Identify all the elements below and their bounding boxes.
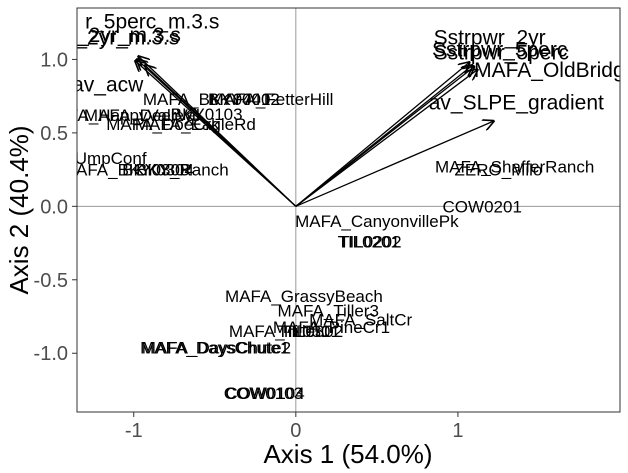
x-axis-label: Axis 1 (54.0%)	[263, 439, 432, 469]
vector-arrow	[295, 121, 494, 207]
vector-arrow	[295, 70, 478, 207]
plot-panel-border	[76, 7, 621, 413]
vector-label: MAFA_OldBridge	[474, 59, 628, 82]
vector-label: r_5perc_m.3.s	[85, 11, 219, 34]
vector-label: _2yr_m.3.s	[76, 24, 181, 47]
point-label: ZERO_Milo	[455, 161, 543, 180]
point-label: MAFA_DeerVal	[84, 106, 200, 125]
y-axis-ticks: -1.0 -0.5 0.0 0.5 1.0	[34, 49, 77, 365]
point-label: RO_UmpConf	[40, 149, 147, 168]
point-label: COW0103	[224, 384, 303, 403]
point-label: BKY_Ranch	[136, 161, 229, 180]
vector-label: av_SLPE_gradient	[429, 91, 604, 114]
point-label: BKY0103	[171, 105, 243, 124]
point-label: BKY0304	[122, 161, 194, 180]
point-label: MAFA_Tiller3	[278, 302, 379, 321]
vector-label: _2yr_m.3.s	[74, 27, 179, 50]
y-tick-label: -1.0	[34, 343, 68, 365]
vector-arrow	[295, 62, 469, 207]
y-tick-label: 1.0	[40, 49, 68, 71]
point-label: TIL0302	[281, 322, 343, 341]
y-tick-label: 0.5	[40, 123, 68, 145]
vector-arrow	[145, 65, 297, 207]
x-tick-label: 0	[290, 420, 301, 442]
point-label: MAFA_DaysChute1	[140, 338, 289, 357]
y-tick-label: -0.5	[34, 270, 68, 292]
point-label: MAFA_BKY0303	[62, 161, 190, 180]
vector-label: Sstrpwr_2yr	[434, 27, 546, 50]
x-axis-ticks: -1 0 1	[125, 412, 463, 442]
vector-label: av_acw	[72, 74, 144, 97]
point-label: MAFA_SaltCr	[309, 310, 412, 329]
point-label: MAFA_PineCr1	[273, 318, 390, 337]
point-label: MAFA_EagleRd	[135, 115, 256, 134]
point-label: MAFA_Tiller1	[229, 322, 330, 341]
x-tick-label: 1	[452, 420, 463, 442]
point-label: TIL0201	[338, 233, 400, 252]
vector-arrow	[295, 67, 474, 207]
point-label: MAFA_HappyValley	[43, 106, 193, 125]
x-tick-label: -1	[125, 420, 143, 442]
point-label: BKY0402	[208, 90, 280, 109]
y-tick-label: 0.0	[40, 196, 68, 218]
y-axis-label: Axis 2 (40.4%)	[4, 125, 34, 294]
vector-label: Sstrpwr_5perc	[434, 41, 569, 64]
point-label: TIL0301	[278, 322, 340, 341]
reference-lines	[77, 8, 620, 412]
point-label: MAFA_ShafferRanch	[435, 158, 594, 177]
point-label: COW0201	[443, 197, 522, 216]
point-label: MAFA_DaysChute2	[142, 338, 291, 357]
point-label: MAFA_DoeCrk	[106, 115, 220, 134]
vector-arrows: r_5perc_m.3.s_2yr_m.3.s_2yr_m.3.sav_acwS…	[72, 11, 628, 207]
point-label: COW0104	[225, 384, 304, 403]
point-label: MAFA_GrassyBeach	[225, 287, 383, 306]
point-label: MAFA_BKY0401	[143, 90, 271, 109]
vector-label: Sstrpwr_5perc	[432, 38, 567, 61]
point-label: MAFA_CanyonvillePk	[295, 212, 459, 231]
point-label: MAFA_FetterHill	[210, 90, 334, 109]
point-label: TIL0202	[339, 233, 401, 252]
